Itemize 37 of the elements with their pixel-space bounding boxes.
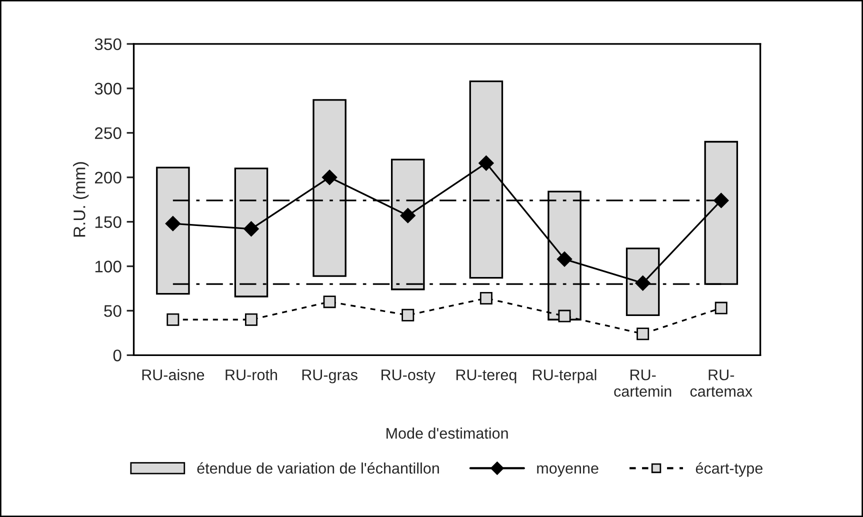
x-tick-label: RU-roth [226,369,277,380]
y-tick-label: 50 [104,305,122,317]
x-axis-title: Mode d'estimation [386,428,508,439]
legend-label: étendue de variation de l'échantillon [197,462,439,474]
point [400,208,416,224]
point [323,296,336,308]
point [636,328,650,340]
y-tick-label: 300 [94,82,122,95]
x-tick-label: RU-osty [382,370,436,384]
y-tick-label: 350 [94,38,122,50]
x-tick-label: RU-gras [302,370,358,384]
point [165,216,180,232]
legend-label: moyenne [537,465,598,477]
point [322,170,338,185]
y-tick-label: 100 [95,260,122,272]
x-tick-label: RU-tereq [456,370,516,384]
point [480,292,492,305]
y-tick-label: 0 [113,350,122,362]
y-tick-label: 150 [95,216,122,228]
point [478,156,494,171]
point [714,302,728,314]
x-tick-label: RU- cartemin [614,370,672,397]
y-axis-title: R.U. (mm) [73,162,89,237]
x-tick-label: RU-terpal [533,369,596,384]
point [244,313,258,326]
y-tick-label: 200 [94,172,122,184]
point [166,313,180,326]
point [714,192,729,208]
x-tick-label: RU- cartemax [690,370,752,397]
point [556,252,572,267]
legend-label: écart-type [696,462,762,477]
y-tick-label: 250 [94,127,122,140]
point [244,221,259,236]
point [635,276,650,291]
point [402,308,414,322]
point [558,310,571,322]
x-tick-label: RU-aisne [142,369,204,380]
